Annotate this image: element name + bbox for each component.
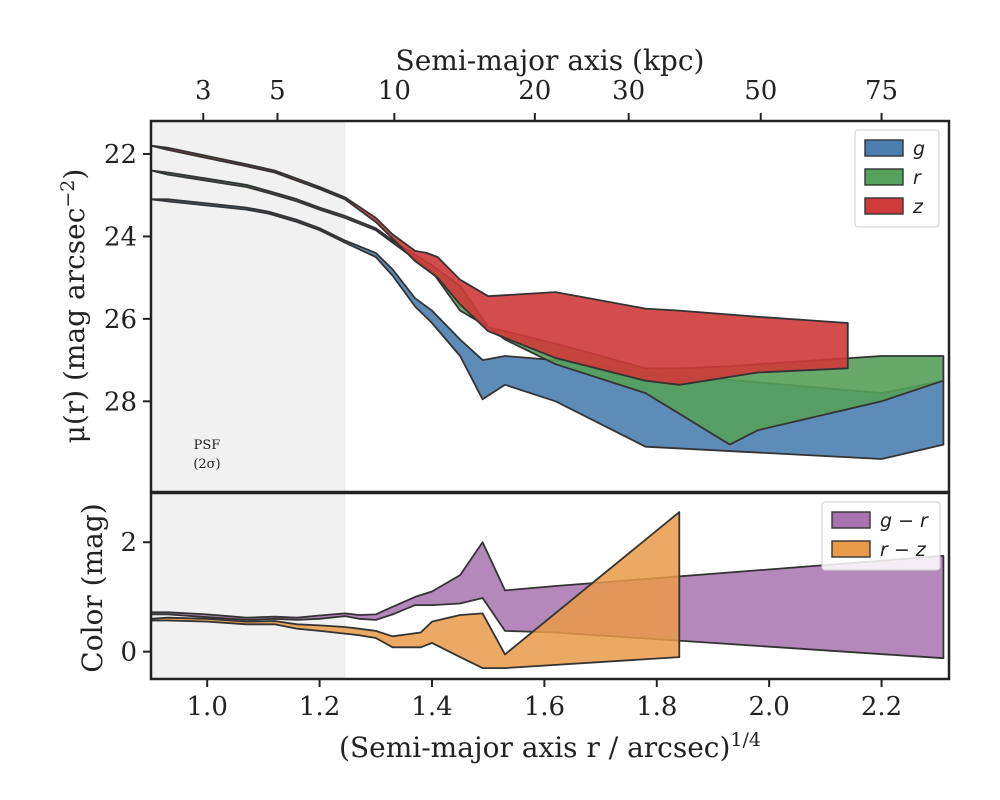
kpc-tick-label: 20 (518, 76, 551, 106)
kpc-axis-ticks: 3 5 10 20 30 50 75 (195, 76, 898, 121)
x-tick-label: 2.2 (861, 692, 902, 722)
y-tick-label: 28 (104, 387, 137, 417)
surface-brightness-areas (151, 144, 945, 460)
x-tick-label: 1.6 (524, 692, 565, 722)
kpc-tick-label: 10 (378, 76, 411, 106)
kpc-tick-label: 50 (744, 76, 777, 106)
legend-swatch (831, 511, 871, 529)
color-legend: g − r r − z (821, 501, 941, 571)
legend-label: z (912, 196, 924, 218)
legend-swatch (831, 540, 871, 558)
bottom-x-ticks: 1.0 1.2 1.4 1.6 1.8 2.0 2.2 (187, 679, 902, 722)
color-y-tick-label: 2 (120, 528, 137, 558)
psf-label-line-2: (2σ) (193, 457, 220, 472)
kpc-tick-label: 5 (269, 76, 286, 106)
bottom-x-axis-title: (Semi-major axis r / arcsec)1/4 (339, 729, 761, 764)
top-axis-title: Semi-major axis (kpc) (396, 44, 705, 77)
kpc-tick-label: 3 (195, 76, 212, 106)
y-tick-label: 24 (104, 222, 137, 252)
legend-label: g (913, 138, 925, 160)
x-tick-label: 1.4 (411, 692, 452, 722)
psf-label-line-1: PSF (194, 438, 221, 453)
area-series-1 (151, 169, 945, 446)
bottom-y-axis-title: Color (mag) (76, 503, 109, 672)
color-panel: 02 1.0 1.2 1.4 1.6 1.8 2.0 2.2 g − rr − z (120, 491, 951, 722)
color-y-tick-label: 0 (120, 638, 137, 668)
kpc-tick-label: 30 (612, 76, 645, 106)
bottom-y-ticks: 02 (120, 528, 151, 668)
x-tick-label: 1.8 (636, 692, 677, 722)
x-tick-label: 2.0 (748, 692, 789, 722)
band-legend: grz (854, 129, 940, 228)
top-y-ticks: 22 24 26 28 (104, 140, 151, 417)
top-y-axis-title: μ(r) (mag arcsec−2) (57, 169, 91, 444)
legend-label: r (913, 167, 922, 189)
area-series-2 (151, 144, 849, 386)
color-areas (151, 511, 945, 669)
shaded-psf-region-bottom (150, 492, 346, 680)
y-tick-label: 26 (104, 305, 137, 335)
surface-brightness-panel: PSF (2σ) 22 24 26 28 3 5 10 20 30 50 75 grz (104, 76, 951, 494)
legend-swatch (864, 168, 904, 186)
area-series-1 (151, 511, 681, 669)
x-tick-label: 1.2 (299, 692, 340, 722)
shaded-psf-region (150, 120, 346, 493)
x-tick-label: 1.0 (187, 692, 228, 722)
y-tick-label: 22 (104, 140, 137, 170)
area-series-0 (151, 541, 945, 660)
bottom-plot-frame (149, 491, 951, 681)
legend-label: g − r (880, 510, 929, 532)
legend-swatch (864, 197, 904, 215)
kpc-tick-label: 75 (865, 76, 898, 106)
legend-label: r − z (880, 539, 927, 561)
legend-swatch (864, 139, 904, 157)
